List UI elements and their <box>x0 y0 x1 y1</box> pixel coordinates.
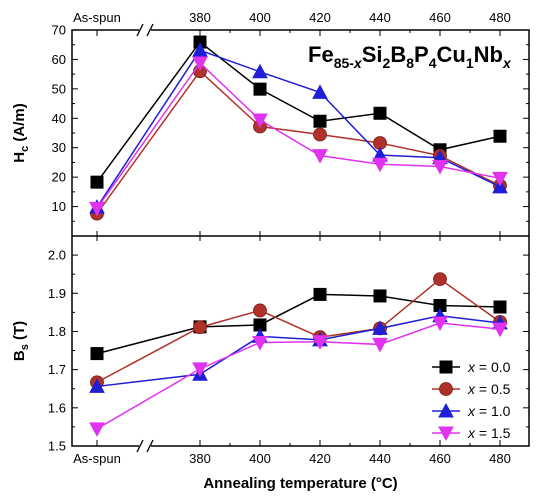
data-point <box>252 63 268 79</box>
x-tick-label-top: As-spun <box>73 10 121 25</box>
legend-marker <box>439 360 453 374</box>
x-tick-label-bottom: 400 <box>249 451 271 466</box>
data-point <box>433 272 447 287</box>
y-axis-title: Hc (A/m) <box>11 103 31 162</box>
y-tick-label: 70 <box>52 23 66 38</box>
data-point <box>492 171 508 187</box>
plot-frame <box>71 29 530 447</box>
y-tick-label: 30 <box>52 140 66 155</box>
data-point <box>192 42 208 57</box>
axes-layer <box>71 23 530 453</box>
legend-label: x = 1.5 <box>467 425 511 441</box>
axis-break-gap <box>139 442 151 450</box>
x-tick-label-top: 440 <box>369 10 391 25</box>
series-Hc-1.5 <box>89 56 508 217</box>
data-point <box>372 337 388 353</box>
x-tick-label-bottom: 440 <box>369 451 391 466</box>
legend-marker <box>438 402 454 418</box>
y-tick-label: 1.5 <box>48 439 66 454</box>
data-point <box>493 129 507 143</box>
data-point <box>252 336 268 351</box>
data-point <box>253 303 267 318</box>
data-point <box>89 201 105 217</box>
data-point <box>493 300 507 314</box>
y-tick-label: 2.0 <box>48 248 66 263</box>
data-point <box>492 322 508 338</box>
series-Bs-1.5 <box>89 316 508 437</box>
x-tick-label-top: 380 <box>189 10 211 25</box>
series-layer <box>89 35 508 437</box>
data-point <box>312 84 328 99</box>
legend-marker <box>438 426 454 442</box>
legend: x = 0.0 x = 0.5 x = 1.0 x = 1.5 <box>432 359 511 442</box>
data-point <box>312 149 328 164</box>
y-tick-label: 20 <box>52 170 66 185</box>
data-point <box>192 56 208 72</box>
legend-label: x = 1.0 <box>467 403 511 419</box>
data-point <box>192 362 208 377</box>
legend-label: x = 0.5 <box>467 381 511 397</box>
x-tick-label-bottom: 480 <box>489 451 511 466</box>
y-tick-label: 60 <box>52 52 66 67</box>
text-layer: As-spun As-spun 380 380 400 400 420 420 440 440 46… <box>11 10 512 492</box>
data-point <box>373 289 387 303</box>
data-point <box>432 316 448 332</box>
y-tick-label: 1.7 <box>48 362 66 377</box>
x-axis-title: Annealing temperature (°C) <box>203 475 397 492</box>
data-point <box>253 82 267 96</box>
data-point <box>373 106 387 120</box>
x-tick-label-bottom: 420 <box>309 451 331 466</box>
data-point <box>372 320 388 335</box>
axis-break-mark <box>146 23 154 37</box>
data-point <box>252 113 268 129</box>
x-tick-label-top: 480 <box>489 10 511 25</box>
data-point <box>313 287 327 301</box>
data-point <box>90 347 104 361</box>
data-point <box>313 114 327 128</box>
legend-marker <box>439 382 453 396</box>
data-point <box>89 378 105 393</box>
x-tick-label-top: 460 <box>429 10 451 25</box>
data-point <box>89 422 105 437</box>
x-tick-label-bottom: As-spun <box>73 451 121 466</box>
y-tick-label: 1.6 <box>48 400 66 415</box>
data-point <box>193 320 207 335</box>
x-tick-label-top: 400 <box>249 10 271 25</box>
y-tick-label: 1.9 <box>48 286 66 301</box>
data-point <box>313 127 327 142</box>
axis-break-mark <box>136 439 144 453</box>
axis-break-mark <box>136 23 144 37</box>
x-tick-label-bottom: 460 <box>429 451 451 466</box>
data-point <box>90 175 104 189</box>
y-tick-label: 40 <box>52 111 66 126</box>
y-tick-label: 10 <box>52 199 66 214</box>
x-tick-label-top: 420 <box>309 10 331 25</box>
x-tick-label-bottom: 380 <box>189 451 211 466</box>
data-point <box>312 335 328 350</box>
axis-break-mark <box>146 439 154 453</box>
series-line <box>96 49 501 208</box>
axis-break-gap <box>139 26 151 34</box>
legend-label: x = 0.0 <box>467 359 511 375</box>
data-point <box>372 157 388 173</box>
y-tick-label: 1.8 <box>48 324 66 339</box>
series-Hc-1.0 <box>89 42 508 214</box>
formula-label: Fe85-xSi2B8P4Cu1Nbx <box>308 42 512 71</box>
y-tick-label: 50 <box>52 81 66 96</box>
y-axis-title: Bs (T) <box>11 321 31 361</box>
data-point <box>432 160 448 175</box>
